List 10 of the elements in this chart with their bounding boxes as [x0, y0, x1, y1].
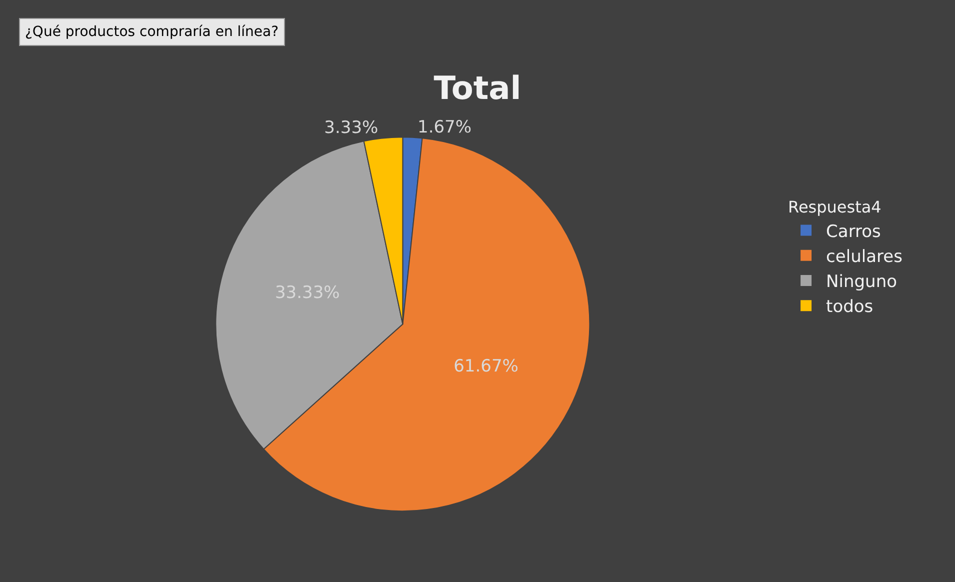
text: ¿Qué productos compraría en línea? — [25, 24, 279, 40]
data-label: 61.67% — [454, 356, 518, 377]
legend-label: Ninguno — [826, 272, 898, 292]
legend-label: todos — [826, 297, 874, 318]
legend-label: Carros — [826, 222, 882, 242]
data-label: 3.33% — [324, 118, 378, 138]
chart-title: Total — [434, 68, 522, 107]
legend-title: Respuesta4 — [788, 198, 882, 217]
data-label: 1.67% — [418, 117, 472, 138]
legend-label: celulares — [826, 247, 903, 268]
